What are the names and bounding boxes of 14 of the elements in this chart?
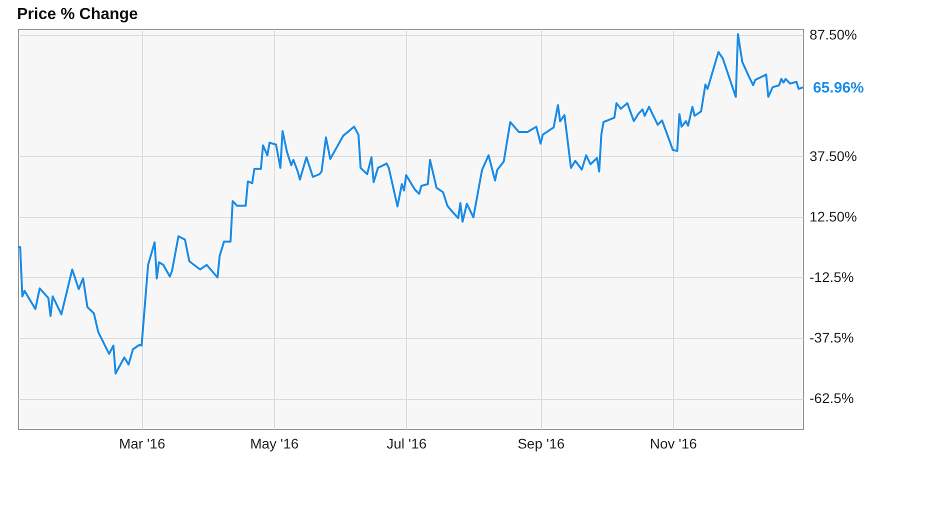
x-tick-label: Jul '16 [386, 436, 427, 452]
x-tick-label: May '16 [250, 436, 299, 452]
y-tick-label: 12.50% [810, 208, 857, 224]
x-tick-label: Nov '16 [650, 436, 698, 452]
annotation: 65.96% [813, 79, 864, 96]
x-tick-label: Mar '16 [118, 436, 166, 452]
x-tick-label: Sep '16 [518, 436, 565, 452]
y-tick-label: -62.5% [810, 390, 854, 406]
y-tick-label: 87.50% [810, 26, 857, 43]
y-tick-label: 37.50% [810, 148, 857, 164]
line-series [17, 33, 804, 374]
y-tick-label: -12.5% [810, 268, 854, 285]
y-tick-label: -37.5% [810, 330, 854, 346]
chart-title: Price % Change [17, 6, 138, 24]
